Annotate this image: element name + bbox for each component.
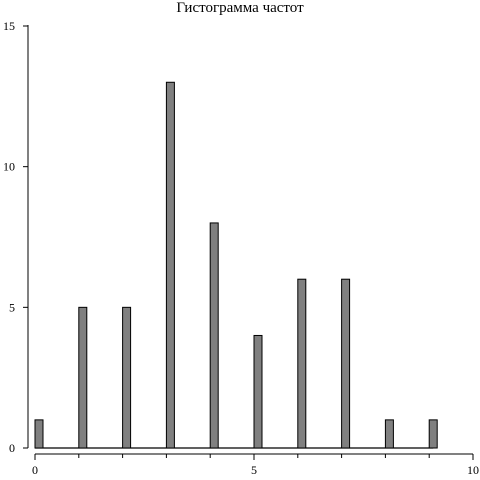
y-tick-label: 5: [9, 300, 15, 314]
x-tick-label: 0: [32, 463, 38, 477]
chart-title: Гистограмма частот: [176, 0, 304, 16]
axes: 0 5 10 15 0 5 10: [3, 19, 479, 477]
histogram-bar: [428, 419, 438, 449]
histogram-bar: [165, 81, 175, 449]
x-tick-label: 10: [467, 463, 479, 477]
histogram-bar: [34, 419, 44, 449]
x-tick-label: 5: [251, 463, 257, 477]
histogram-bar: [341, 278, 351, 449]
bars: [34, 81, 438, 449]
y-tick-label: 10: [3, 160, 15, 174]
histogram-bar: [78, 306, 88, 449]
histogram-bar: [297, 278, 307, 449]
histogram-bar: [122, 306, 132, 449]
histogram-bar: [384, 419, 394, 449]
y-tick-label: 15: [3, 19, 15, 33]
y-tick-label: 0: [9, 441, 15, 455]
histogram-bar: [209, 222, 219, 449]
histogram-bar: [253, 334, 263, 449]
